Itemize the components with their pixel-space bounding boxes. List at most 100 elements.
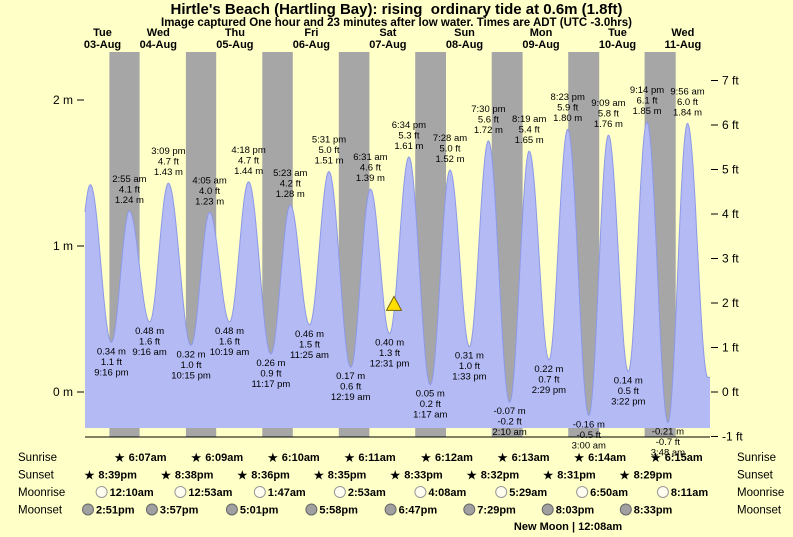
y-axis-left: 2 m 1 m 0 m — [53, 93, 84, 399]
y-axis-right-label: 0 ft — [722, 385, 739, 399]
moonset-time: 7:29pm — [477, 505, 516, 517]
moonrise-moon-icon — [495, 486, 508, 498]
sunrise-time: 6:15am — [665, 452, 703, 464]
moonset-moon-icon — [619, 503, 632, 516]
moonrise-row-label-right: Moonrise — [737, 487, 784, 499]
low-tide-label: 0.48 m 1.6 ft 9:16 am — [132, 326, 166, 358]
moonrise-time: 12:53am — [188, 487, 232, 499]
y-axis-right-label: 1 ft — [722, 341, 739, 355]
date-label: Wed 11-Aug — [665, 27, 702, 51]
low-tide-label: 0.17 m 0.6 ft 12:19 am — [331, 371, 371, 403]
y-axis-left-label: 1 m — [53, 239, 73, 253]
sunset-time: 8:39pm — [98, 470, 137, 482]
moonrise-row-label-left: Moonrise — [18, 487, 65, 499]
moonrise-time: 5:29am — [509, 487, 547, 499]
current-tide-marker-icon — [385, 295, 403, 311]
moonset-row-label-left: Moonset — [18, 505, 63, 517]
tide-curve-line — [84, 121, 710, 424]
moonrise-moon-icon — [174, 486, 187, 498]
sunset-star-icon: ★ — [160, 468, 172, 483]
date-label: Tue 03-Aug — [84, 27, 121, 51]
low-tide-label: 0.34 m 1.1 ft 9:16 pm — [94, 346, 128, 378]
moonrise-moon-icon — [333, 486, 346, 498]
low-tide-label: -0.07 m -0.2 ft 2:10 am — [492, 406, 526, 438]
sunset-star-icon: ★ — [84, 468, 96, 483]
y-axis-right-label: 5 ft — [722, 163, 739, 177]
high-tide-label: 8:23 pm 5.9 ft 1.80 m — [551, 92, 585, 124]
sunset-star-icon: ★ — [236, 468, 248, 483]
y-axis-right-label: -1 ft — [722, 430, 743, 444]
sunset-time: 8:36pm — [251, 470, 290, 482]
high-tide-label: 7:30 pm 5.6 ft 1.72 m — [471, 104, 505, 136]
sunrise-star-icon: ★ — [114, 450, 126, 465]
high-tide-label: 6:31 am 4.6 ft 1.39 m — [353, 152, 387, 184]
moonset-moon-icon — [384, 503, 397, 516]
moonset-moon-icon — [541, 503, 554, 516]
date-label: Wed 04-Aug — [140, 27, 177, 51]
sunrise-star-icon: ★ — [497, 450, 509, 465]
sunset-row-label-right: Sunset — [737, 470, 774, 482]
moonrise-time: 8:11am — [671, 487, 709, 499]
date-label: Sat 07-Aug — [369, 27, 406, 51]
moonset-moon-icon — [305, 503, 318, 516]
page-title: Hirtle's Beach (Hartling Bay): rising or… — [170, 1, 623, 18]
sunset-time: 8:33pm — [404, 470, 443, 482]
sunrise-time: 6:11am — [358, 452, 396, 464]
tide-event-labels: 0.34 m 1.1 ft 9:16 pm 2:55 am 4.1 ft 1.24 m 0.… — [94, 85, 705, 459]
sunset-star-icon: ★ — [466, 468, 478, 483]
moonrise-moon-icon — [253, 486, 266, 498]
high-tide-label: 5:31 pm 5.0 ft 1.51 m — [312, 135, 346, 167]
sunrise-time: 6:13am — [512, 452, 550, 464]
high-tide-label: 9:09 am 5.8 ft 1.76 m — [591, 98, 625, 130]
high-tide-label: 9:14 pm 6.1 ft 1.85 m — [630, 85, 664, 117]
new-moon-note: New Moon | 12:08am — [514, 521, 622, 533]
sunrise-star-icon: ★ — [190, 450, 202, 465]
sunrise-star-icon: ★ — [573, 450, 585, 465]
sunset-time: 8:32pm — [481, 470, 520, 482]
y-axis-right-label: 2 ft — [722, 296, 739, 310]
high-tide-label: 2:55 am 4.1 ft 1.24 m — [112, 174, 146, 206]
moonrise-time: 6:50am — [590, 487, 628, 499]
moonset-time: 6:47pm — [399, 505, 438, 517]
astro-row-moonset: 2:51pm 3:57pm 5:01pm 5:58pm 6:47pm 7:29pm 8:03… — [82, 503, 673, 517]
moonset-time: 8:33pm — [634, 505, 673, 517]
low-tide-label: -0.16 m -0.5 ft 3:00 am — [572, 419, 606, 451]
moonset-time: 5:01pm — [240, 505, 279, 517]
moonrise-moon-icon — [95, 486, 108, 498]
moonrise-time: 1:47am — [268, 487, 306, 499]
moonset-moon-icon — [463, 503, 476, 516]
high-tide-label: 6:34 pm 5.3 ft 1.61 m — [392, 120, 426, 152]
sunset-time: 8:38pm — [175, 470, 214, 482]
moonrise-moon-icon — [576, 486, 589, 498]
sunrise-time: 6:14am — [588, 452, 626, 464]
low-tide-label: 0.22 m 0.7 ft 2:29 pm — [532, 364, 566, 396]
page-subtitle: Image captured One hour and 23 minutes a… — [161, 17, 632, 29]
tide-area — [84, 121, 710, 429]
low-tide-label: 0.48 m 1.6 ft 10:19 am — [210, 326, 250, 358]
astro-row-moonrise: 12:10am 12:53am 1:47am 2:53am 4:08am 5:29am 6:… — [95, 486, 709, 499]
sunrise-star-icon: ★ — [420, 450, 432, 465]
low-tide-label: -0.21 m -0.7 ft 3:48 am — [651, 427, 685, 459]
sunset-time: 8:29pm — [634, 470, 673, 482]
date-label: Tue 10-Aug — [599, 27, 636, 51]
sunrise-row-label-left: Sunrise — [18, 452, 57, 464]
high-tide-label: 9:56 am 6.0 ft 1.84 m — [670, 86, 704, 118]
low-tide-label: 0.26 m 0.9 ft 11:17 pm — [251, 358, 290, 390]
sunset-time: 8:35pm — [328, 470, 367, 482]
moonset-time: 8:03pm — [556, 505, 595, 517]
moonrise-time: 4:08am — [428, 487, 466, 499]
astro-row-sunset: ★ 8:39pm ★ 8:38pm ★ 8:36pm ★ 8:35pm ★ 8:33pm ★ 8:32… — [84, 468, 673, 483]
y-axis-right-label: 6 ft — [722, 118, 739, 132]
sunset-time: 8:31pm — [557, 470, 596, 482]
sunrise-time: 6:09am — [205, 452, 243, 464]
y-axis-right-label: 7 ft — [722, 74, 739, 88]
astro-row-sunrise: ★ 6:07am ★ 6:09am ★ 6:10am ★ 6:11am ★ 6:12am ★ 6:13… — [114, 450, 703, 465]
sunrise-row-label-right: Sunrise — [737, 452, 776, 464]
low-tide-label: 0.14 m 0.5 ft 3:22 pm — [611, 376, 645, 408]
low-tide-label: 0.05 m 0.2 ft 1:17 am — [413, 389, 447, 421]
moonrise-moon-icon — [656, 486, 669, 498]
y-axis-right: 7 ft 6 ft 5 ft 4 ft 3 ft 2 ft 1 ft 0 ft -1 ft — [711, 74, 743, 444]
low-tide-label: 0.32 m 1.0 ft 10:15 pm — [171, 349, 211, 381]
